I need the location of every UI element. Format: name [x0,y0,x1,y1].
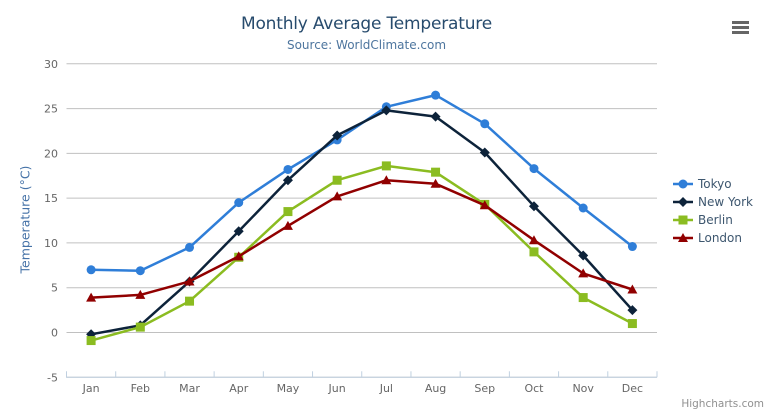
point-marker-circle[interactable] [283,164,293,174]
x-axis-tick-label: Jul [379,382,393,395]
hamburger-icon [732,31,749,34]
point-marker-triangle[interactable] [233,251,244,261]
legend-label: Berlin [698,213,733,227]
series-tokyo[interactable] [86,90,637,276]
point-marker-circle[interactable] [678,179,688,189]
point-marker-square[interactable] [431,167,441,177]
point-marker-triangle[interactable] [332,191,343,201]
legend-item-berlin[interactable]: Berlin [672,211,753,229]
series-line [90,164,633,342]
point-marker-square[interactable] [185,296,195,306]
point-marker-triangle[interactable] [430,178,441,188]
hamburger-icon [732,26,749,29]
point-marker-circle[interactable] [185,242,195,252]
legend-symbol-triangle-icon [673,233,693,242]
point-marker-diamond[interactable] [430,111,441,122]
series-london[interactable] [86,175,638,302]
x-axis-tick-label: Nov [572,382,594,395]
credits-link[interactable]: Highcharts.com [681,398,764,410]
chart-subtitle: Source: WorldClimate.com [286,38,447,52]
x-axis-tick-label: Jun [328,382,346,395]
legend-item-new-york[interactable]: New York [672,193,753,211]
point-marker-triangle[interactable] [86,292,97,302]
x-axis-tick-label: Jan [82,382,100,395]
y-axis-tick-label: 25 [44,103,58,116]
point-marker-square[interactable] [86,336,96,346]
x-axis-tick-label: Mar [179,382,200,395]
legend: Tokyo New York Berlin London [672,175,753,247]
legend-label: Tokyo [698,177,732,191]
point-marker-square[interactable] [283,207,293,217]
x-axis-tick-label: Apr [229,382,249,395]
x-axis-tick-label: Aug [425,382,446,395]
series-line [91,178,633,299]
legend-item-tokyo[interactable]: Tokyo [672,175,753,193]
legend-label: London [698,231,742,245]
point-marker-triangle[interactable] [184,276,195,286]
hamburger-icon [732,21,749,24]
point-marker-diamond[interactable] [578,250,589,261]
point-marker-triangle[interactable] [479,200,490,210]
point-marker-square[interactable] [332,175,342,185]
point-marker-diamond[interactable] [479,147,490,158]
point-marker-diamond[interactable] [381,105,392,116]
point-marker-circle[interactable] [627,242,637,252]
y-axis-tick-label: 15 [44,192,58,205]
x-axis-tick-label: Sep [474,382,495,395]
point-marker-square[interactable] [381,161,391,171]
legend-symbol-square-icon [673,215,693,225]
point-marker-diamond[interactable] [233,226,244,237]
point-marker-diamond[interactable] [282,175,293,186]
x-axis-tick-label: May [277,382,300,395]
point-marker-triangle[interactable] [678,233,688,242]
point-marker-circle[interactable] [86,265,96,275]
point-marker-square[interactable] [678,215,688,225]
point-marker-circle[interactable] [529,164,539,174]
legend-symbol-circle-icon [673,179,693,189]
point-marker-circle[interactable] [431,90,441,100]
point-marker-triangle[interactable] [381,175,392,185]
y-axis-tick-label: 20 [44,147,58,160]
point-marker-circle[interactable] [234,198,244,208]
point-marker-circle[interactable] [135,266,145,276]
point-marker-square[interactable] [135,322,145,332]
y-axis-tick-label: 5 [51,282,58,295]
series-line [90,109,634,336]
series-line [91,93,634,272]
point-marker-diamond[interactable] [332,130,343,141]
y-axis-tick-label: 0 [51,327,58,340]
point-marker-triangle[interactable] [627,284,638,294]
point-marker-diamond[interactable] [528,201,539,212]
point-marker-triangle[interactable] [578,268,589,278]
chart-context-menu-button[interactable] [731,19,750,36]
x-axis-tick-label: Feb [131,382,150,395]
point-marker-triangle[interactable] [528,235,539,245]
point-marker-circle[interactable] [480,119,490,129]
series-new-york[interactable] [86,105,638,340]
point-marker-triangle[interactable] [282,220,293,230]
chart-title: Monthly Average Temperature [241,14,492,34]
point-marker-square[interactable] [627,319,637,329]
legend-item-london[interactable]: London [672,229,753,247]
point-marker-triangle[interactable] [135,289,146,299]
x-axis-tick-label: Dec [622,382,643,395]
point-marker-circle[interactable] [578,203,588,213]
y-axis-tick-label: 30 [44,58,58,71]
y-axis-tick-label: -5 [47,371,58,384]
point-marker-square[interactable] [529,247,539,257]
y-axis-tick-label: 10 [44,237,58,250]
legend-label: New York [698,195,753,209]
point-marker-square[interactable] [578,293,588,303]
legend-symbol-diamond-icon [673,197,693,207]
x-axis-tick-label: Oct [524,382,544,395]
point-marker-diamond[interactable] [678,197,688,207]
point-marker-diamond[interactable] [627,305,638,316]
